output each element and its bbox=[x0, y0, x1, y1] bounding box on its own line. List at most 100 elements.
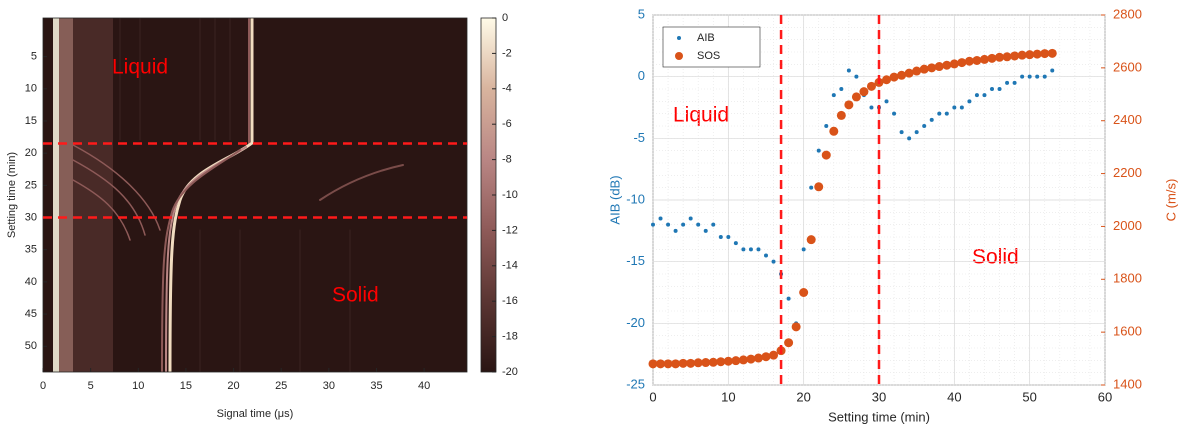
aib-point bbox=[854, 74, 859, 79]
aib-point bbox=[711, 222, 716, 227]
y-tick-label: 20 bbox=[25, 147, 37, 159]
sos-point bbox=[648, 359, 658, 369]
sos-point bbox=[693, 358, 703, 368]
aib-point bbox=[982, 93, 987, 98]
sos-point bbox=[979, 54, 989, 64]
aib-point bbox=[771, 259, 776, 264]
aib-point bbox=[884, 99, 889, 104]
aib-point bbox=[952, 105, 957, 110]
legend-marker bbox=[675, 52, 683, 60]
x-tick-label: 60 bbox=[1098, 389, 1112, 404]
y-tick-label: 0 bbox=[638, 68, 645, 83]
sos-point bbox=[889, 72, 899, 82]
x-tick-label: 20 bbox=[227, 380, 239, 392]
aib-point bbox=[869, 105, 874, 110]
aib-point bbox=[801, 247, 806, 252]
colorbar-tick-label: -2 bbox=[502, 47, 512, 59]
sos-point bbox=[927, 63, 937, 73]
x-tick-label: 40 bbox=[947, 389, 961, 404]
x-tick-label: 15 bbox=[180, 380, 192, 392]
y-tick-label: 50 bbox=[25, 340, 37, 352]
sos-point bbox=[716, 357, 726, 367]
sos-point bbox=[769, 350, 779, 360]
y2-tick-label: 1400 bbox=[1113, 376, 1142, 391]
sos-point bbox=[686, 358, 696, 368]
y2-tick-label: 2600 bbox=[1113, 59, 1142, 74]
y-tick-label: 5 bbox=[638, 6, 645, 21]
x-tick-label: 40 bbox=[418, 380, 430, 392]
legend-box bbox=[662, 26, 761, 68]
y-tick-label: 40 bbox=[25, 276, 37, 288]
aib-point bbox=[997, 87, 1002, 91]
aib-point bbox=[944, 111, 949, 116]
sos-point bbox=[806, 235, 816, 245]
sos-point bbox=[964, 56, 974, 66]
colorbar-tick-label: 0 bbox=[502, 12, 508, 24]
x-axis-title: Signal time (μs) bbox=[217, 408, 294, 420]
sos-point bbox=[942, 60, 952, 70]
annotation: Solid bbox=[332, 284, 379, 307]
sos-point bbox=[821, 150, 831, 160]
aib-point bbox=[673, 228, 678, 233]
sos-point bbox=[731, 356, 741, 366]
sos-point bbox=[656, 359, 666, 369]
aib-point bbox=[1027, 74, 1032, 79]
aib-point bbox=[929, 117, 934, 122]
aib-point bbox=[892, 111, 897, 116]
y2-tick-label: 1600 bbox=[1113, 324, 1142, 339]
colorbar-tick-label: -6 bbox=[502, 118, 512, 130]
heatmap-image bbox=[43, 18, 467, 372]
y-tick-label: 35 bbox=[25, 244, 37, 256]
x-tick-label: 0 bbox=[649, 389, 656, 404]
sos-point bbox=[791, 322, 801, 332]
aib-point bbox=[831, 93, 836, 98]
aib-point bbox=[899, 130, 904, 135]
aib-point bbox=[748, 247, 753, 252]
aib-point bbox=[1050, 68, 1055, 73]
aib-point bbox=[974, 93, 979, 98]
aib-point bbox=[756, 247, 761, 252]
colorbar-tick-label: -18 bbox=[502, 331, 518, 343]
aib-point bbox=[990, 87, 994, 91]
sos-point bbox=[851, 92, 861, 102]
aib-point bbox=[666, 222, 671, 227]
aib-point bbox=[809, 185, 814, 190]
sos-point bbox=[995, 52, 1005, 62]
sos-point bbox=[708, 357, 718, 367]
colorbar-tick-label: -10 bbox=[502, 189, 518, 201]
x-tick-label: 10 bbox=[721, 389, 735, 404]
aib-point bbox=[696, 222, 701, 227]
sos-point bbox=[1047, 48, 1057, 58]
colorbar-tick-label: -16 bbox=[502, 295, 518, 307]
y-tick-label: 25 bbox=[25, 179, 37, 191]
x-tick-label: 50 bbox=[1022, 389, 1036, 404]
aib-point bbox=[1035, 74, 1040, 79]
aib-point bbox=[681, 222, 686, 227]
legend-label: AIB bbox=[697, 32, 715, 44]
y2-axis-title: C (m/s) bbox=[1163, 179, 1178, 222]
annotation: Liquid bbox=[673, 104, 729, 127]
colorbar-tick-label: -8 bbox=[502, 154, 512, 166]
sos-point bbox=[829, 126, 839, 136]
aib-point bbox=[718, 235, 723, 239]
y2-tick-label: 2400 bbox=[1113, 112, 1142, 127]
y-tick-label: 45 bbox=[25, 308, 37, 320]
annotation: Liquid bbox=[112, 56, 168, 79]
aib-point bbox=[914, 130, 919, 135]
heatmap-texture bbox=[53, 18, 404, 372]
colorbar-tick-label: -4 bbox=[502, 83, 512, 95]
colorbar-tick-label: -14 bbox=[502, 260, 518, 272]
y-tick-label: -25 bbox=[626, 376, 645, 391]
y-tick-label: 10 bbox=[25, 83, 37, 95]
aib-point bbox=[786, 296, 791, 301]
sos-point bbox=[904, 68, 914, 78]
sos-point bbox=[987, 53, 997, 63]
aib-point bbox=[651, 222, 655, 227]
sos-point bbox=[1025, 50, 1035, 60]
aib-point bbox=[658, 216, 663, 221]
sos-point bbox=[882, 75, 892, 85]
aib-point bbox=[733, 241, 738, 246]
y-tick-label: -15 bbox=[626, 253, 645, 268]
aib-point bbox=[846, 68, 851, 73]
sos-point bbox=[814, 182, 824, 192]
